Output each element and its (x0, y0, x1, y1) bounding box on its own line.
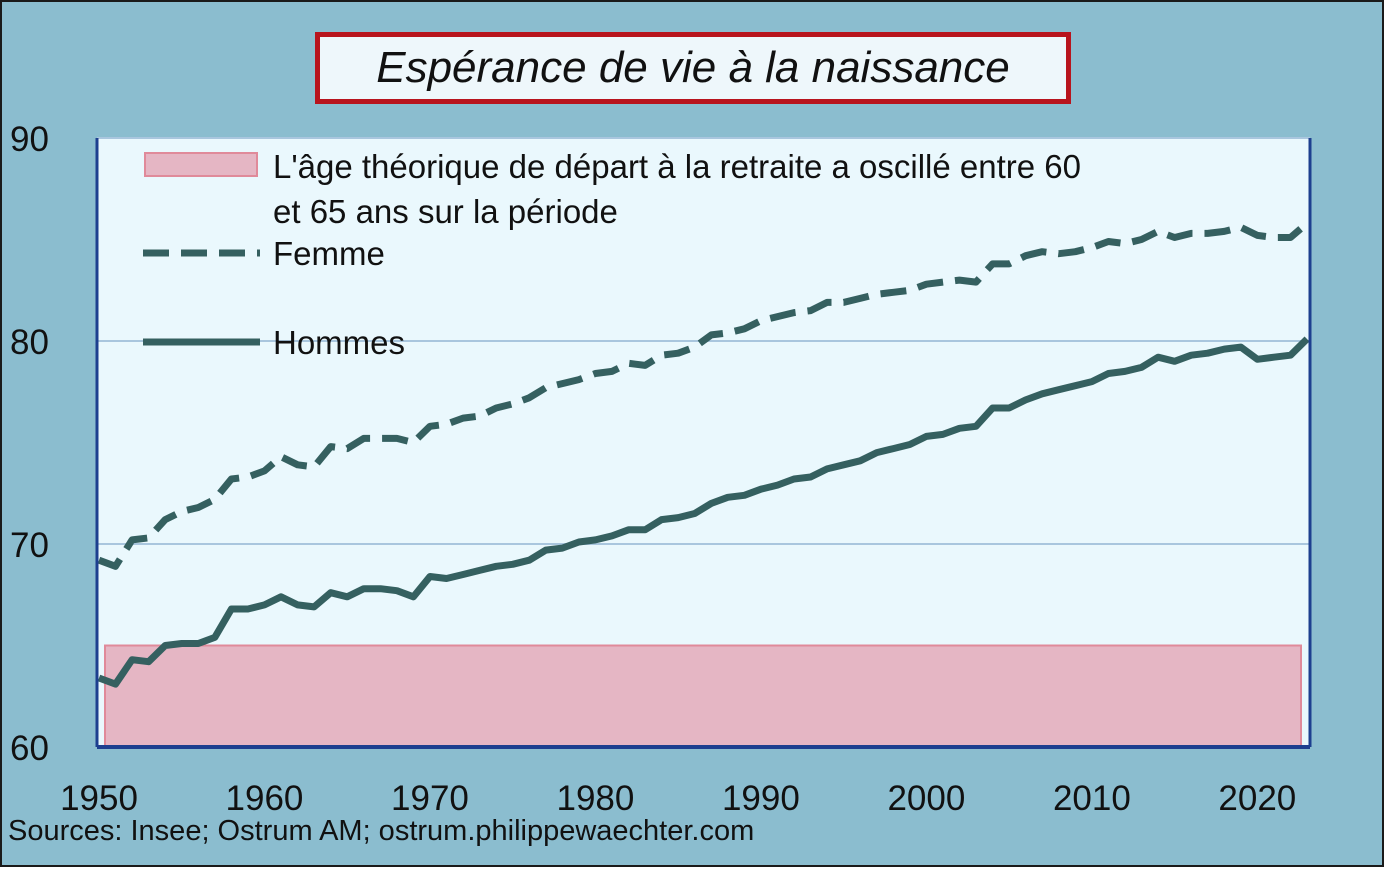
y-tick-label-90: 90 (10, 120, 49, 159)
x-tick-label-1980: 1980 (557, 779, 635, 818)
title-box: Espérance de vie à la naissance (315, 32, 1071, 104)
x-tick-label-1970: 1970 (391, 779, 469, 818)
series-line-femme (97, 220, 1310, 570)
legend-label-band-line-1: L'âge théorique de départ à la retraite … (273, 148, 1081, 185)
x-tick-label-2000: 2000 (887, 779, 965, 818)
legend-label-hommes: Hommes (273, 324, 405, 361)
y-tick-label-70: 70 (10, 526, 49, 565)
x-tick-label-1990: 1990 (722, 779, 800, 818)
x-tick-label-1950: 1950 (60, 779, 138, 818)
legend-label-femme: Femme (273, 235, 385, 272)
axes (95, 138, 1312, 749)
source-note: Sources: Insee; Ostrum AM; ostrum.philip… (8, 815, 755, 847)
series-group (97, 220, 1310, 688)
x-tick-label-2020: 2020 (1218, 779, 1296, 818)
tick-labels: 60 70 80 90 1950 1960 1970 1980 1990 2000 2010 2020 (10, 120, 1296, 818)
chart-title: Espérance de vie à la naissance (376, 43, 1010, 92)
legend: L'âge théorique de départ à la retraite … (143, 148, 1081, 361)
legend-swatch-band (144, 152, 258, 177)
y-tick-label-80: 80 (10, 323, 49, 362)
retirement-age-band (104, 644, 1302, 748)
legend-label-band-line-2: et 65 ans sur la période (273, 193, 618, 230)
x-tick-label-1960: 1960 (226, 779, 304, 818)
series-line-hommes (97, 336, 1310, 688)
x-tick-label-2010: 2010 (1053, 779, 1131, 818)
retirement-band-group (104, 644, 1302, 748)
y-tick-label-60: 60 (10, 729, 49, 768)
